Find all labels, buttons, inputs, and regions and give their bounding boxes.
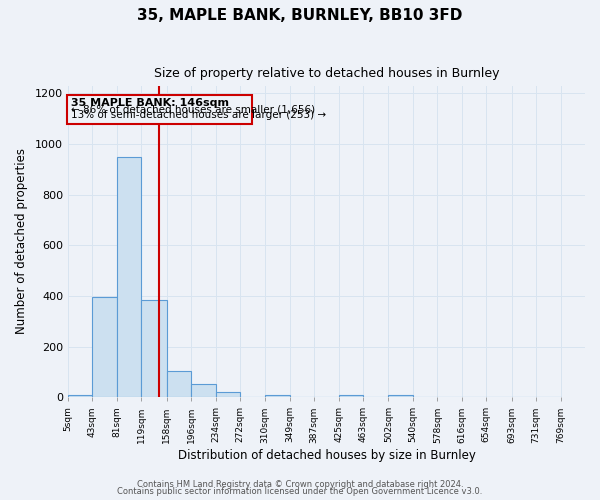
Bar [167,370,191,397]
Bar [388,394,413,397]
Text: 35 MAPLE BANK: 146sqm: 35 MAPLE BANK: 146sqm [71,98,229,108]
Text: ← 86% of detached houses are smaller (1,656): ← 86% of detached houses are smaller (1,… [71,104,315,115]
X-axis label: Distribution of detached houses by size in Burnley: Distribution of detached houses by size … [178,450,475,462]
Bar [92,297,117,397]
Bar [67,94,251,124]
Text: Contains public sector information licensed under the Open Government Licence v3: Contains public sector information licen… [118,488,482,496]
Bar [265,394,290,397]
Text: Contains HM Land Registry data © Crown copyright and database right 2024.: Contains HM Land Registry data © Crown c… [137,480,463,489]
Bar [142,300,167,397]
Bar [68,394,92,397]
Bar [191,384,215,397]
Bar [117,156,142,397]
Bar [215,392,240,397]
Text: 13% of semi-detached houses are larger (253) →: 13% of semi-detached houses are larger (… [71,110,326,120]
Text: 35, MAPLE BANK, BURNLEY, BB10 3FD: 35, MAPLE BANK, BURNLEY, BB10 3FD [137,8,463,22]
Bar [339,394,363,397]
Y-axis label: Number of detached properties: Number of detached properties [15,148,28,334]
Title: Size of property relative to detached houses in Burnley: Size of property relative to detached ho… [154,68,499,80]
